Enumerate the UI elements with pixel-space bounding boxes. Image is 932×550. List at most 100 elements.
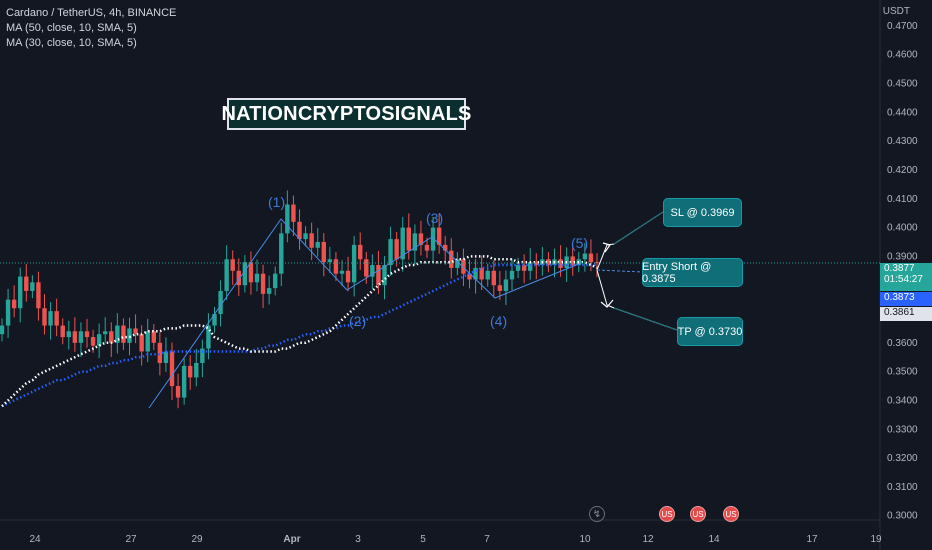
candle-body — [534, 262, 539, 266]
candle-body — [78, 331, 84, 343]
us-flag-icon[interactable]: US — [723, 506, 739, 522]
current-price: 0.3877 — [884, 263, 915, 274]
candle-body — [424, 244, 430, 251]
candle-body — [248, 262, 254, 283]
candle-body — [351, 244, 357, 283]
candle-body — [260, 273, 266, 294]
x-tick-label: 24 — [29, 534, 41, 545]
candle-body — [163, 351, 169, 363]
candle-body — [449, 250, 454, 268]
candle-body — [376, 265, 381, 286]
candle-body — [181, 365, 187, 398]
candle-body — [115, 325, 120, 343]
candle-body — [206, 325, 211, 349]
tp-note[interactable]: TP @ 0.3730 — [677, 317, 743, 346]
candle-body — [266, 288, 272, 294]
wave-label-5: (5) — [571, 235, 589, 251]
candle-body — [570, 256, 575, 266]
y-tick-label: 0.3200 — [887, 453, 918, 464]
candle-body — [485, 270, 490, 280]
candle-body — [236, 270, 241, 286]
candle-body — [175, 386, 181, 398]
candle-body — [315, 241, 320, 248]
candle-body — [60, 325, 65, 338]
candle-body — [473, 267, 478, 280]
entry-note[interactable]: Entry Short @ 0.3875 — [642, 258, 743, 287]
ma-blue-line — [1, 262, 598, 408]
candle-body — [36, 282, 41, 309]
wave-label-1: (1) — [268, 194, 286, 210]
candle-body — [327, 259, 333, 263]
us-flag-icon[interactable]: US — [659, 506, 675, 522]
entry-callout-line — [596, 269, 643, 273]
us-flag-icon[interactable]: US — [690, 506, 706, 522]
countdown: 01:54:27 — [884, 274, 923, 285]
candle-body — [394, 239, 399, 260]
candle-body — [133, 328, 138, 335]
candle-body — [279, 233, 284, 274]
candle-body — [418, 233, 424, 245]
candle-body — [503, 279, 509, 291]
candle-body — [291, 204, 296, 222]
y-tick-label: 0.3900 — [887, 251, 918, 262]
y-tick-label: 0.4300 — [887, 136, 918, 147]
candle-body — [303, 233, 308, 240]
candle-body — [127, 328, 132, 343]
candle-body — [582, 253, 588, 260]
ma-white-tag: 0.3861 — [880, 307, 932, 321]
candle-body — [285, 204, 290, 234]
x-tick-label: 14 — [708, 534, 720, 545]
candle-body — [96, 334, 102, 346]
flash-icon[interactable]: ↯ — [589, 506, 605, 522]
x-tick-label: Apr — [283, 534, 300, 545]
ma50-legend[interactable]: MA (50, close, 10, SMA, 5) — [6, 22, 137, 34]
x-tick-label: 27 — [125, 534, 137, 545]
candle-body — [382, 265, 387, 286]
y-tick-label: 0.4600 — [887, 50, 918, 61]
y-tick-label: 0.3100 — [887, 482, 918, 493]
sl-callout-line — [613, 211, 664, 245]
candle-body — [48, 311, 53, 326]
candle-body — [121, 325, 126, 343]
candle-body — [42, 308, 47, 326]
elliott-wave-line — [148, 218, 582, 409]
candle-body — [188, 365, 193, 378]
candle-body — [200, 348, 205, 363]
candle-body — [242, 262, 248, 286]
candle-body — [24, 276, 29, 291]
x-tick-label: 5 — [420, 534, 426, 545]
candle-body — [139, 334, 144, 352]
candle-body — [297, 221, 302, 240]
candle-body — [309, 233, 314, 248]
current-price-tag: 0.3877 01:54:27 — [880, 263, 932, 291]
x-tick-label: 3 — [355, 534, 361, 545]
chart-legend: Cardano / TetherUS, 4h, BINANCE MA (50, … — [6, 6, 176, 51]
candle-body — [194, 362, 199, 378]
y-tick-label: 0.4100 — [887, 194, 918, 205]
candle-body — [0, 325, 5, 335]
candle-body — [364, 259, 369, 277]
candle-body — [169, 351, 175, 387]
wave-label-2: (2) — [349, 313, 367, 329]
candle-body — [151, 331, 156, 343]
wave-label-3: (3) — [426, 210, 444, 226]
candle-body — [224, 259, 229, 291]
symbol-title[interactable]: Cardano / TetherUS, 4h, BINANCE — [6, 7, 177, 19]
candle-body — [254, 273, 260, 283]
ma30-legend[interactable]: MA (30, close, 10, SMA, 5) — [6, 37, 137, 49]
candle-body — [273, 273, 278, 289]
sl-arrow-head — [602, 242, 611, 253]
candle-body — [370, 265, 375, 277]
ma-white-line — [1, 255, 598, 408]
y-tick-label: 0.3000 — [887, 511, 918, 522]
candle-body — [230, 259, 235, 271]
y-tick-label: 0.3300 — [887, 424, 918, 435]
candle-body — [546, 259, 551, 266]
candle-body — [72, 331, 78, 343]
x-tick-label: 12 — [642, 534, 654, 545]
candle-body — [84, 331, 90, 338]
candle-body — [443, 244, 448, 251]
sl-note[interactable]: SL @ 0.3969 — [663, 198, 742, 227]
watermark-badge: NATIONCRYPTOSIGNALS — [221, 98, 471, 130]
